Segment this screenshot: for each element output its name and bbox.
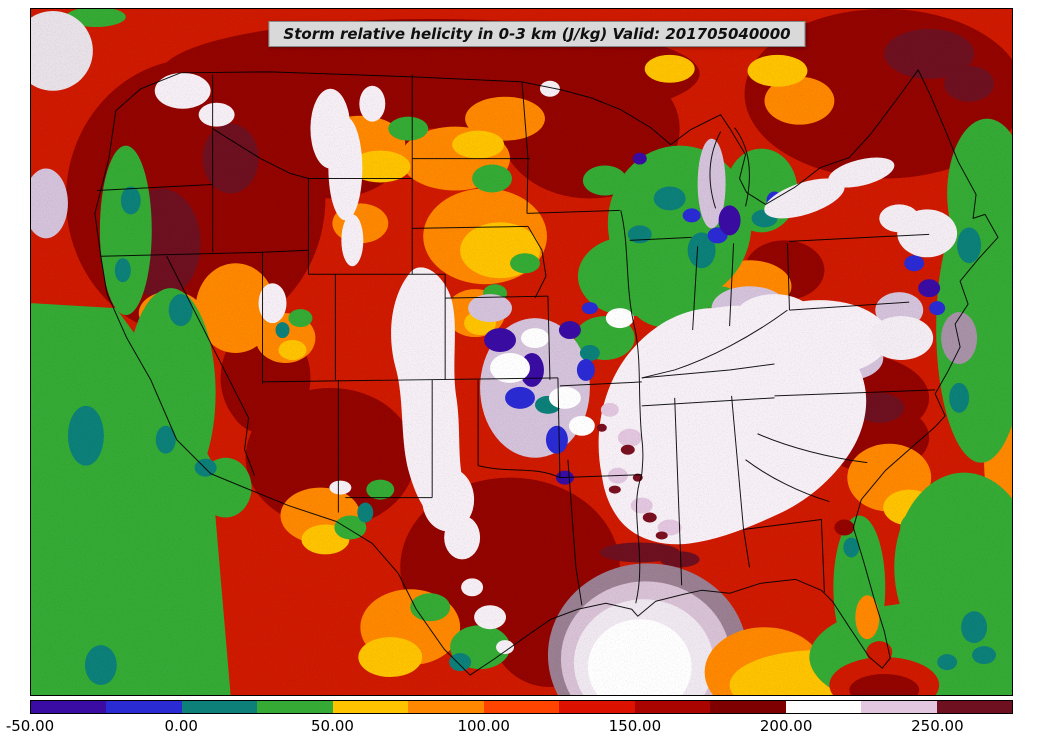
colorbar-tick-label: 150.00 — [608, 717, 662, 735]
colorbar-segment-225-to-250 — [861, 701, 937, 713]
colorbar-segment-0-to-25 — [181, 701, 258, 713]
colorbar-segment-100-to-125 — [483, 701, 560, 713]
colorbar-segment-50-to-75 — [332, 701, 409, 713]
colorbar-segment-25-to-50 — [257, 701, 333, 713]
helicity-map — [31, 9, 1012, 695]
colorbar-segment-250-to-275 — [936, 701, 1013, 713]
colorbar-segment-150-to-175 — [634, 701, 711, 713]
colorbar-tick-label: 0.00 — [164, 717, 198, 735]
colorbar-segment-200-to-225 — [785, 701, 862, 713]
map-area: Storm relative helicity in 0-3 km (J/kg)… — [30, 8, 1013, 696]
colorbar-segment-125-to-150 — [559, 701, 635, 713]
colorbar-ticks: -50.00 0.00 50.00 100.00 150.00 200.00 250.00 — [6, 717, 1013, 739]
colorbar-tick-label: 50.00 — [310, 717, 354, 735]
colorbar-tick-label: -50.00 — [5, 717, 55, 735]
colorbar-segment--25-to-0 — [106, 701, 182, 713]
map-title: Storm relative helicity in 0-3 km (J/kg)… — [268, 21, 806, 47]
colorbar-tick-label: 200.00 — [759, 717, 813, 735]
colorbar-segment--50-to--25 — [31, 701, 107, 713]
colorbar-segment-75-to-100 — [408, 701, 484, 713]
colorbar-tick-label: 100.00 — [457, 717, 510, 735]
colorbar — [30, 700, 1013, 714]
colorbar-segment-175-to-200 — [710, 701, 786, 713]
map-noise-texture — [31, 9, 1012, 695]
colorbar-tick-label: 250.00 — [911, 717, 964, 735]
